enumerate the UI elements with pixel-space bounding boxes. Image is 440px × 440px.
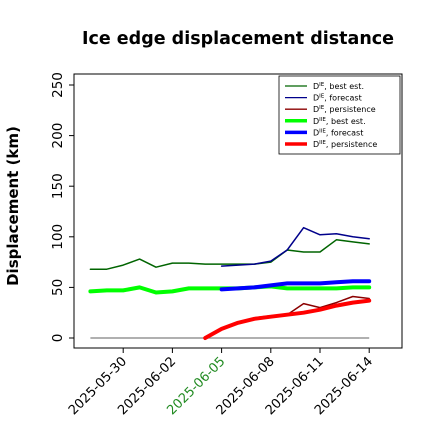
legend-entry: DIE, forecast xyxy=(313,94,362,103)
y-tick-label: 250 xyxy=(50,72,66,98)
legend-entry: DIIE, forecast xyxy=(313,128,363,137)
series-line-2 xyxy=(220,226,370,267)
legend-entry: DIIE, best est. xyxy=(313,117,366,126)
y-tick-label: 50 xyxy=(50,279,66,296)
y-tick-label: 0 xyxy=(50,334,66,343)
chart-title: Ice edge displacement distance xyxy=(82,29,394,49)
y-axis: 0 50 100 150 200 250 xyxy=(50,72,74,342)
y-tick-label: 100 xyxy=(50,224,66,250)
legend-entry: DIE, persistence xyxy=(313,105,376,114)
series-layer xyxy=(88,226,372,340)
series-line-1 xyxy=(89,239,370,270)
legend: DIE, best est. DIE, forecast DIE, persiste… xyxy=(278,75,401,155)
series-line-5 xyxy=(219,279,372,292)
legend-entry: DIE, best est. xyxy=(313,82,364,91)
y-tick-label: 200 xyxy=(50,123,66,149)
y-axis-label: Displacement (km) xyxy=(4,126,22,286)
legend-box xyxy=(278,75,401,155)
legend-entry: DIIE, persistence xyxy=(313,140,377,149)
x-axis: 2025-05-302025-06-022025-06-052025-06-08… xyxy=(66,348,376,418)
plot-frame xyxy=(73,73,403,349)
series-line-6 xyxy=(203,298,372,340)
y-tick-label: 150 xyxy=(50,173,66,199)
